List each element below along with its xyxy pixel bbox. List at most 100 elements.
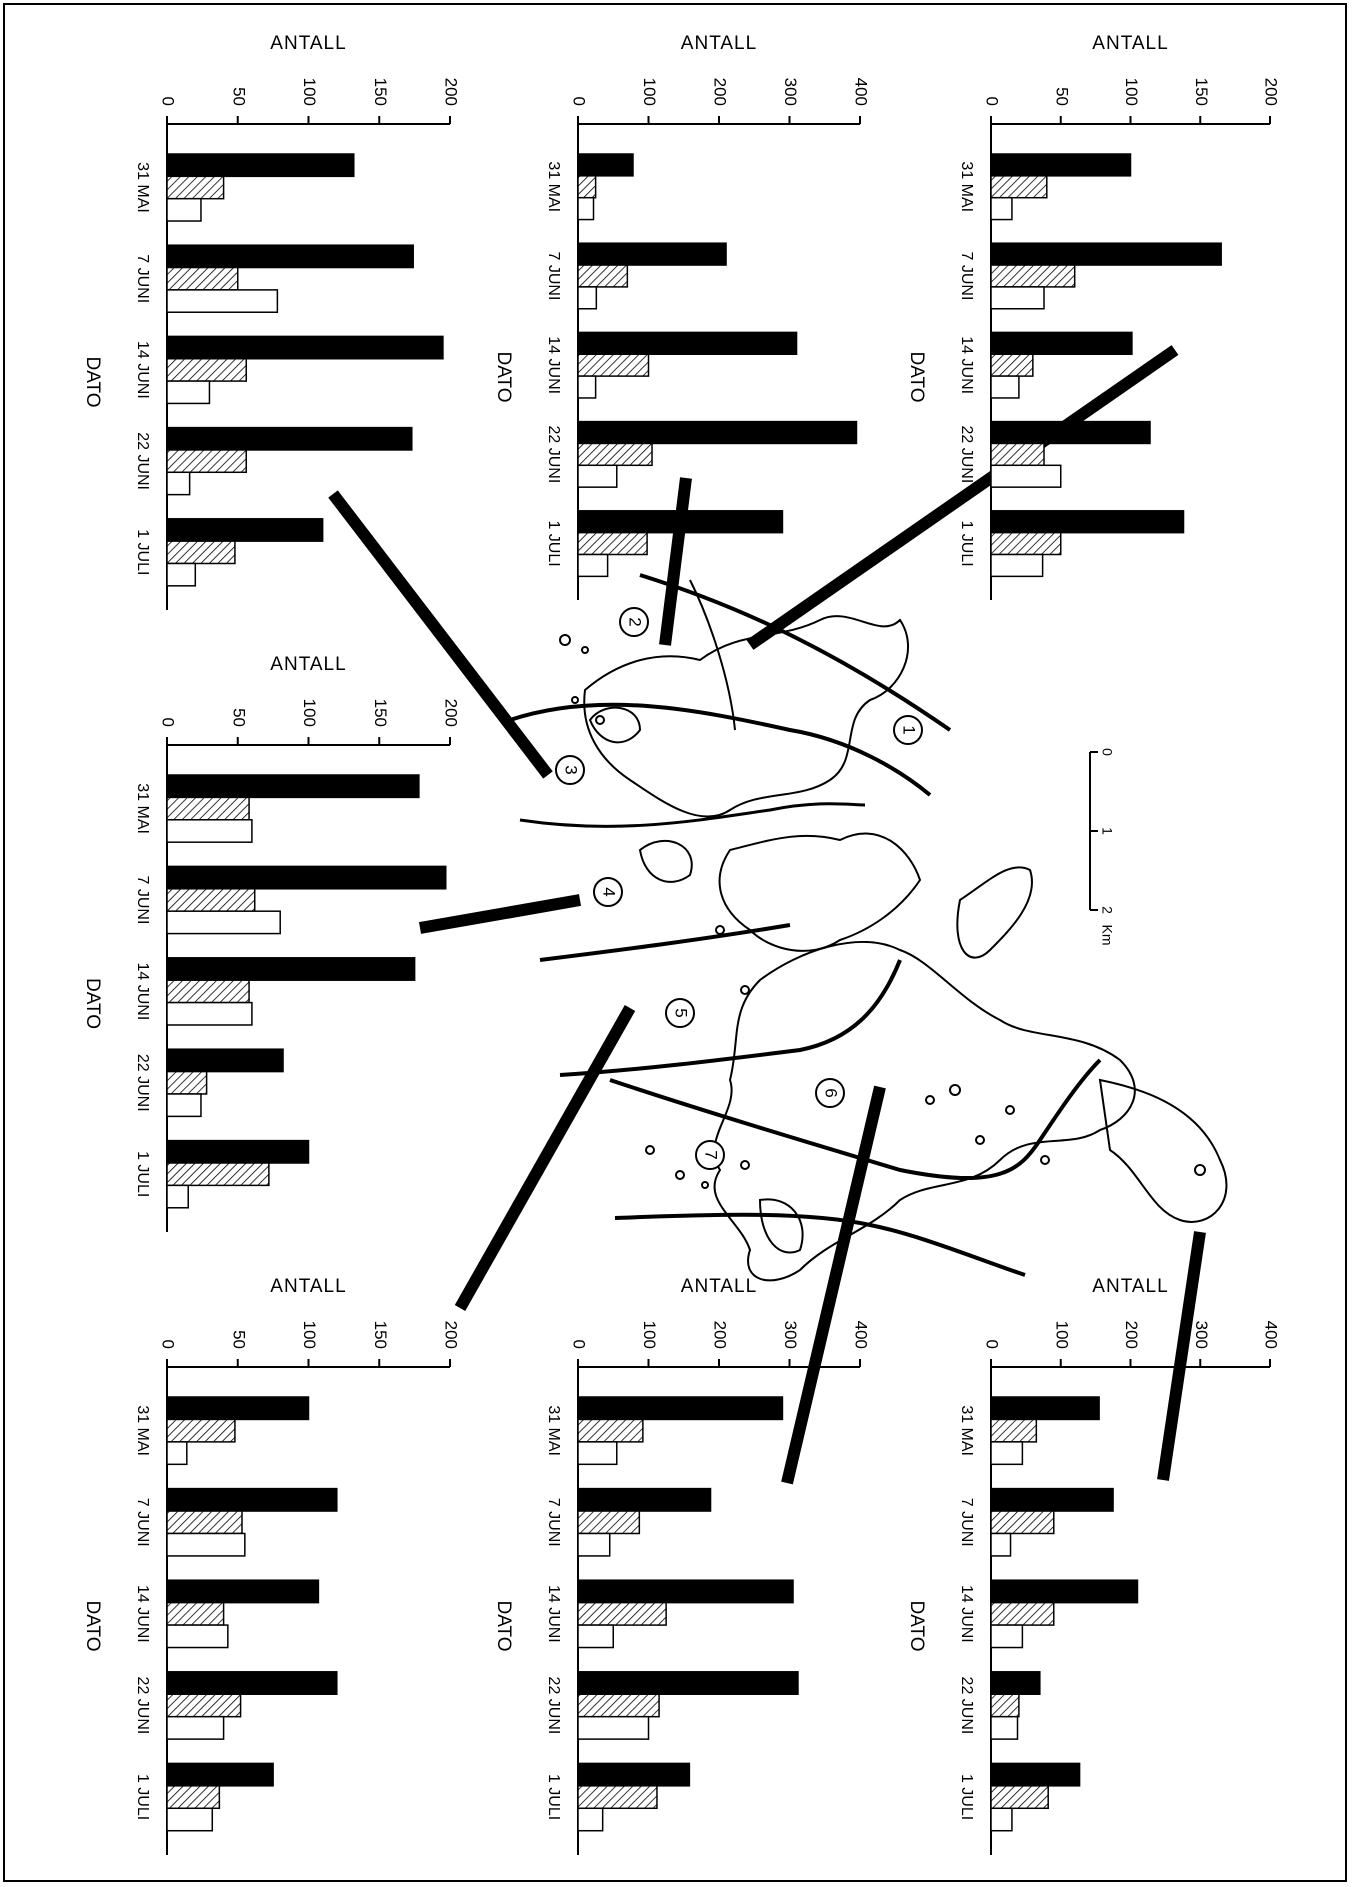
bar-hatched [577,1693,660,1718]
bar-solid-black [166,774,420,799]
x-axis-title: DATO [82,1600,103,1651]
y-tick-label: 200 [442,699,461,727]
bar-hatched [990,1510,1055,1535]
bar-solid-black [166,518,324,542]
bar-solid-black [166,957,416,981]
category-label: 22 JUNI [134,1677,151,1735]
bar-solid-black [990,1579,1139,1604]
y-tick-label: 50 [229,1330,248,1349]
bar-white [990,464,1062,488]
bar-white [577,1807,604,1832]
bar-hatched [577,1785,658,1810]
coastline [1098,1078,1228,1223]
zone-circle [619,607,649,637]
bar-solid-black [166,1396,310,1421]
zone-circle [555,755,585,785]
zone-marker: 3 [555,755,585,785]
category-label: 7 JUNI [958,1498,975,1547]
bar-solid-black [990,420,1151,445]
chart-zone-4: 0 50 100 150 200 ANTALL 31 MAI 7 JUNI 14 JUNI 22 … [82,654,461,1232]
chart-zone-1: 0 50 100 150 200 ANTALL 31 MAI 7 JUNI 14 JUNI 22 … [906,33,1281,600]
y-axis-title: ANTALL [1092,33,1168,54]
bar-white [166,1093,202,1118]
category-label: 14 JUNI [134,341,151,399]
bar-hatched [990,1693,1020,1718]
category-label: 7 JUNI [134,1498,151,1547]
zone-circle [665,998,695,1028]
x-axis-title: DATO [906,351,927,402]
y-axis-title: ANTALL [1092,1276,1168,1297]
bar-white [166,562,197,587]
bar-solid-black [990,1671,1041,1695]
bar-white [990,196,1013,221]
bar-hatched [577,531,648,556]
bar-solid-black [577,153,634,177]
category-label: 31 MAI [134,162,151,213]
category-label: 1 JULI [134,529,151,575]
bar-solid-black [166,244,414,269]
bar-solid-black [166,1762,274,1787]
x-axis-title: DATO [493,351,514,402]
y-axis-title: ANTALL [270,654,346,675]
bar-white [577,553,609,578]
category-label: 14 JUNI [545,1585,562,1643]
zone-boundary [519,802,866,828]
y-tick-label: 150 [371,78,390,106]
bar-white [166,1441,188,1466]
y-tick-label: 0 [159,97,178,106]
bar-solid-black [577,242,727,266]
bar-hatched [990,264,1076,288]
y-tick-label: 100 [300,1321,319,1349]
scale-bar: 0 1 2 Km [1089,748,1115,946]
bar-solid-black [166,1579,320,1604]
bar-solid-black [990,510,1185,534]
bar-hatched [577,353,650,377]
bar-solid-black [166,426,413,451]
bar-hatched [166,266,239,291]
bar-solid-black [990,1762,1081,1787]
category-label: 7 JUNI [134,254,151,303]
category-label: 31 MAI [958,1405,975,1456]
y-tick-label: 200 [1262,78,1281,106]
y-tick-label: 400 [852,78,871,106]
connectors [328,345,1206,1485]
zone-circle [695,1140,725,1170]
y-tick-label: 100 [300,78,319,106]
category-label: 1 JULI [134,1774,151,1820]
category-label: 7 JUNI [545,1498,562,1547]
bar-solid-black [990,153,1132,177]
scale-unit: Km [1099,925,1115,946]
connector-zone-7 [1157,1231,1206,1481]
y-tick-label: 0 [159,1340,178,1349]
bar-white [577,1441,618,1466]
zone-marker: 4 [593,877,623,907]
y-tick-label: 200 [442,78,461,106]
bar-solid-black [577,1762,691,1787]
coastline [758,1198,804,1254]
connector-zone-1 [746,345,1179,650]
y-tick-label: 100 [300,699,319,727]
bar-solid-black [577,1487,712,1512]
bar-white [990,286,1045,310]
connector-zone-4 [418,894,582,934]
bar-hatched [166,979,250,1004]
zone-boundary [559,959,902,1077]
category-label: 22 JUNI [134,1054,151,1112]
zone-number: 5 [672,1008,691,1017]
category-label: 1 JULI [545,520,562,566]
bar-hatched [166,1418,236,1443]
chart-zone-7: 0 100 200 300 400 ANTALL 31 MAI 7 JUNI 14 JUNI 22… [906,1276,1281,1855]
y-tick-label: 50 [1052,87,1071,106]
y-tick-label: 100 [640,78,659,106]
y-axis-title: ANTALL [681,1276,757,1297]
coastline [718,832,922,952]
bar-hatched [990,1785,1049,1810]
bar-hatched [577,264,629,288]
bar-solid-black [166,1487,338,1512]
y-tick-label: 150 [371,699,390,727]
bar-hatched [990,353,1034,377]
bar-hatched [166,175,225,200]
category-label: 7 JUNI [958,252,975,301]
bar-white [990,553,1044,578]
